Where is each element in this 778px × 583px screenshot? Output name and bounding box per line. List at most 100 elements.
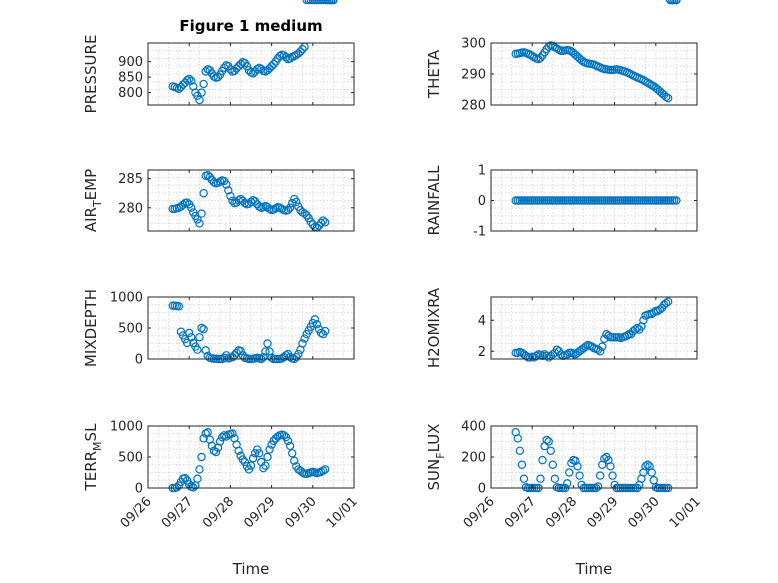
data-point <box>643 78 652 87</box>
data-point <box>246 461 256 470</box>
data-point <box>234 446 243 455</box>
x-tick-label: 10/01 <box>667 494 704 531</box>
data-point <box>195 333 204 342</box>
x-tick-label: 09/26 <box>461 494 498 531</box>
data-point <box>575 471 584 480</box>
y-axis-label: PRESSURE <box>82 35 100 114</box>
series-air-temp <box>168 0 338 232</box>
data-point <box>563 350 572 359</box>
data-point <box>257 64 266 74</box>
data-point <box>193 345 202 354</box>
x-tick-label: 10/01 <box>324 494 361 531</box>
data-point <box>581 342 590 351</box>
data-point <box>672 0 681 5</box>
data-point <box>320 465 330 474</box>
y-tick-label: -1 <box>473 225 486 240</box>
data-point <box>184 328 194 338</box>
data-point <box>197 209 206 218</box>
data-point <box>285 441 295 451</box>
data-point <box>647 468 656 477</box>
subplot-h2omixra: 2 4 H2OMIXRA <box>425 0 698 368</box>
x-tick-label: 09/27 <box>502 494 539 531</box>
y-tick-label: 1 <box>478 164 486 179</box>
data-point <box>542 435 551 445</box>
data-point <box>546 446 555 455</box>
x-tick-label: 09/30 <box>283 494 320 531</box>
data-point <box>641 77 650 86</box>
data-point <box>663 297 673 306</box>
data-point <box>600 454 609 463</box>
x-tick-label: 09/30 <box>626 494 663 531</box>
data-point <box>571 456 580 466</box>
series-h2omixra <box>511 0 681 362</box>
data-point <box>193 215 202 224</box>
data-point <box>228 196 237 205</box>
y-tick-label: 800 <box>118 86 143 101</box>
data-point <box>633 323 642 333</box>
y-axis-label: TERRMSL <box>82 423 104 492</box>
data-point <box>290 51 299 61</box>
data-point <box>259 463 268 473</box>
data-point <box>199 325 208 334</box>
subplot-mixdepth: 0 500 1000 MIXDEPTH <box>82 0 355 368</box>
data-point <box>593 482 603 491</box>
data-point <box>606 462 615 471</box>
y-axis-label: THETA <box>425 49 443 99</box>
data-point <box>298 339 307 348</box>
data-point <box>267 62 276 71</box>
data-point <box>174 302 184 311</box>
data-point <box>298 45 307 54</box>
data-point <box>226 191 235 201</box>
data-point <box>556 350 566 359</box>
data-point <box>320 326 330 336</box>
data-point <box>316 218 326 228</box>
data-point <box>300 334 309 343</box>
x-tick-label: 09/28 <box>200 494 237 531</box>
axes-border <box>147 169 355 232</box>
data-point <box>563 479 572 488</box>
data-point <box>548 460 558 469</box>
data-point <box>261 347 270 356</box>
data-point <box>180 473 190 483</box>
data-point <box>215 437 225 446</box>
data-point <box>285 54 295 63</box>
series-theta <box>511 0 681 103</box>
data-point <box>298 468 307 477</box>
subplot-theta: 280 290 300 THETA <box>425 0 698 114</box>
data-point <box>536 474 545 483</box>
data-point <box>288 449 297 458</box>
data-point <box>329 0 338 5</box>
data-point <box>203 171 212 180</box>
subplot-rainfall: -1 0 1 RAINFALL <box>425 164 698 240</box>
data-point <box>285 352 295 362</box>
series-pressure <box>168 0 338 105</box>
y-tick-label: 900 <box>118 55 143 70</box>
y-axis-label: SUNFLUX <box>425 424 447 491</box>
data-point <box>273 432 282 441</box>
data-point <box>598 342 607 351</box>
y-tick-label: 1000 <box>110 420 143 435</box>
data-point <box>199 79 208 89</box>
data-point <box>197 452 206 462</box>
y-tick-label: 200 <box>461 451 486 466</box>
y-tick-label: 300 <box>461 37 486 52</box>
x-tick-label: 09/29 <box>584 494 621 531</box>
data-point <box>513 434 522 443</box>
data-point <box>550 43 560 52</box>
data-point <box>261 461 270 470</box>
y-tick-label: 500 <box>118 451 143 466</box>
data-point <box>604 331 613 340</box>
data-point <box>220 431 229 440</box>
data-point <box>283 205 293 215</box>
data-point <box>240 457 250 467</box>
data-point <box>220 353 229 362</box>
data-point <box>193 474 202 483</box>
data-point <box>639 75 648 85</box>
y-tick-label: 850 <box>118 71 143 86</box>
y-tick-label: 0 <box>135 482 143 497</box>
data-point <box>530 53 539 62</box>
y-tick-label: 285 <box>118 172 143 187</box>
data-point <box>269 59 278 69</box>
